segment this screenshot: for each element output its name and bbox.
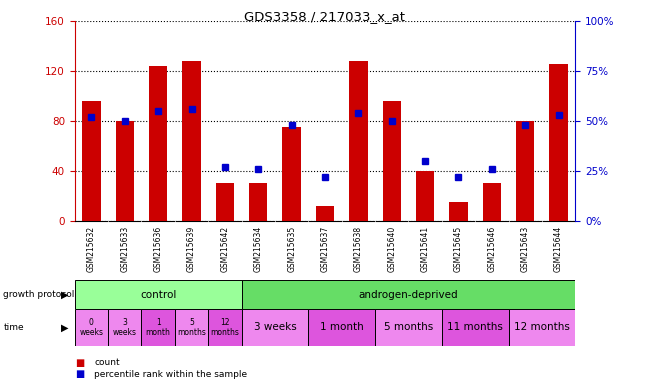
Text: GSM215642: GSM215642 xyxy=(220,225,229,272)
Bar xyxy=(442,309,508,346)
Text: GSM215645: GSM215645 xyxy=(454,225,463,272)
Bar xyxy=(175,309,208,346)
Bar xyxy=(83,101,101,221)
Bar xyxy=(208,309,242,346)
Text: GSM215634: GSM215634 xyxy=(254,225,263,272)
Bar xyxy=(483,184,501,221)
Text: GSM215646: GSM215646 xyxy=(488,225,497,272)
Text: 12
months: 12 months xyxy=(211,318,239,337)
Text: 0
weeks: 0 weeks xyxy=(79,318,103,337)
Bar xyxy=(283,127,301,221)
Text: GSM215643: GSM215643 xyxy=(521,225,530,272)
Text: growth protocol: growth protocol xyxy=(3,290,75,299)
Text: GSM215637: GSM215637 xyxy=(320,225,330,272)
Bar xyxy=(383,101,401,221)
Text: percentile rank within the sample: percentile rank within the sample xyxy=(94,370,248,379)
Text: ▶: ▶ xyxy=(60,322,68,333)
Bar xyxy=(416,171,434,221)
Text: GSM215639: GSM215639 xyxy=(187,225,196,272)
Text: 12 months: 12 months xyxy=(514,322,570,333)
Bar xyxy=(549,64,567,221)
Bar xyxy=(142,309,175,346)
Text: ▶: ▶ xyxy=(60,290,68,300)
Bar xyxy=(516,121,534,221)
Bar xyxy=(316,206,334,221)
Text: GSM215636: GSM215636 xyxy=(153,225,162,272)
Text: 11 months: 11 months xyxy=(447,322,503,333)
Text: GSM215644: GSM215644 xyxy=(554,225,563,272)
Text: 5 months: 5 months xyxy=(384,322,433,333)
Bar xyxy=(75,280,242,309)
Bar xyxy=(149,66,167,221)
Bar xyxy=(375,309,442,346)
Bar xyxy=(349,61,367,221)
Bar xyxy=(116,121,134,221)
Text: 1 month: 1 month xyxy=(320,322,363,333)
Bar xyxy=(449,202,467,221)
Text: GDS3358 / 217033_x_at: GDS3358 / 217033_x_at xyxy=(244,10,406,23)
Bar xyxy=(216,184,234,221)
Text: androgen-deprived: androgen-deprived xyxy=(359,290,458,300)
Text: ■: ■ xyxy=(75,369,84,379)
Text: 1
month: 1 month xyxy=(146,318,170,337)
Bar xyxy=(242,309,308,346)
Bar xyxy=(75,309,108,346)
Bar xyxy=(108,309,142,346)
Text: GSM215641: GSM215641 xyxy=(421,225,430,272)
Text: GSM215640: GSM215640 xyxy=(387,225,396,272)
Text: ■: ■ xyxy=(75,358,84,368)
Text: count: count xyxy=(94,358,120,367)
Text: 5
months: 5 months xyxy=(177,318,206,337)
Text: 3 weeks: 3 weeks xyxy=(254,322,296,333)
Text: 3
weeks: 3 weeks xyxy=(113,318,136,337)
Bar xyxy=(249,184,267,221)
Bar xyxy=(183,61,201,221)
Bar xyxy=(242,280,575,309)
Text: GSM215635: GSM215635 xyxy=(287,225,296,272)
Text: control: control xyxy=(140,290,176,300)
Bar xyxy=(308,309,375,346)
Text: time: time xyxy=(3,323,24,332)
Text: GSM215632: GSM215632 xyxy=(87,225,96,272)
Text: GSM215633: GSM215633 xyxy=(120,225,129,272)
Bar xyxy=(508,309,575,346)
Text: GSM215638: GSM215638 xyxy=(354,225,363,272)
